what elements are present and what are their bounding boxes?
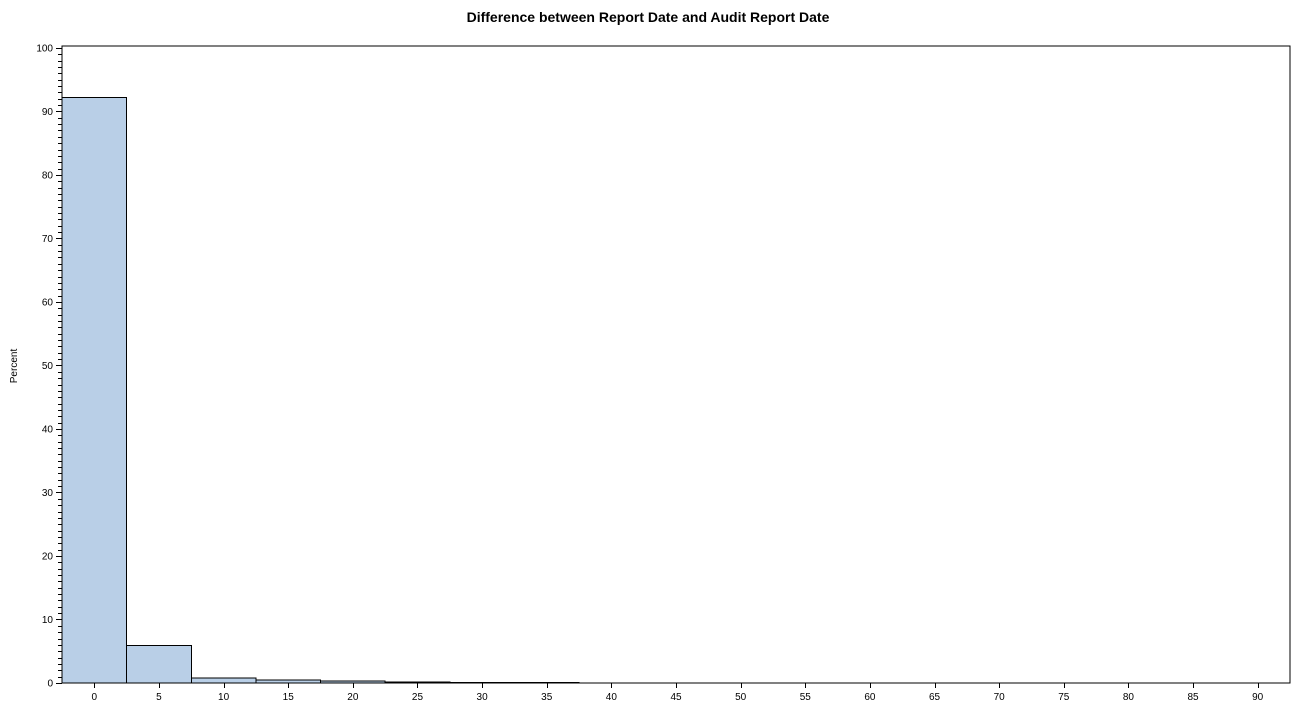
x-tick-label: 90 bbox=[1252, 692, 1264, 703]
y-tick-label: 60 bbox=[42, 297, 54, 308]
plot-frame bbox=[61, 45, 1291, 684]
x-tick-label: 35 bbox=[541, 692, 553, 703]
y-tick-label: 80 bbox=[42, 170, 54, 181]
y-axis-label: Percent bbox=[9, 349, 20, 384]
histogram-bar bbox=[61, 96, 128, 684]
chart-title: Difference between Report Date and Audit… bbox=[467, 9, 830, 25]
x-tick-label: 75 bbox=[1058, 692, 1070, 703]
x-tick-label: 65 bbox=[929, 692, 941, 703]
x-tick-label: 50 bbox=[735, 692, 747, 703]
x-tick-label: 15 bbox=[283, 692, 295, 703]
x-tick-label: 10 bbox=[218, 692, 230, 703]
y-tick-label: 20 bbox=[42, 551, 54, 562]
y-tick-label: 50 bbox=[42, 361, 54, 372]
x-tick-label: 45 bbox=[670, 692, 682, 703]
y-tick-label: 90 bbox=[42, 107, 54, 118]
x-tick-label: 0 bbox=[92, 692, 98, 703]
x-axis: 0 5 10 15 20 25 30 35 40 45 50 55 60 65 70 75 80 85 90 bbox=[92, 683, 1264, 703]
x-tick-label: 5 bbox=[156, 692, 162, 703]
y-tick-label: 100 bbox=[36, 43, 53, 54]
histogram-bar bbox=[190, 677, 257, 684]
x-tick-label: 55 bbox=[800, 692, 812, 703]
x-tick-label: 85 bbox=[1187, 692, 1199, 703]
x-tick-label: 70 bbox=[994, 692, 1006, 703]
y-axis: 0 10 20 30 40 50 60 70 80 90 100 bbox=[36, 43, 62, 690]
y-tick-label: 30 bbox=[42, 488, 54, 499]
x-tick-label: 30 bbox=[477, 692, 489, 703]
y-tick-label: 0 bbox=[47, 679, 53, 690]
y-tick-label: 70 bbox=[42, 234, 54, 245]
y-tick-label: 10 bbox=[42, 615, 54, 626]
x-tick-label: 80 bbox=[1123, 692, 1135, 703]
histogram-bar bbox=[126, 645, 192, 684]
bars-group bbox=[61, 96, 1291, 684]
y-tick-label: 40 bbox=[42, 424, 54, 435]
x-tick-label: 25 bbox=[412, 692, 424, 703]
x-tick-label: 20 bbox=[347, 692, 359, 703]
x-tick-label: 60 bbox=[864, 692, 876, 703]
x-tick-label: 40 bbox=[606, 692, 618, 703]
